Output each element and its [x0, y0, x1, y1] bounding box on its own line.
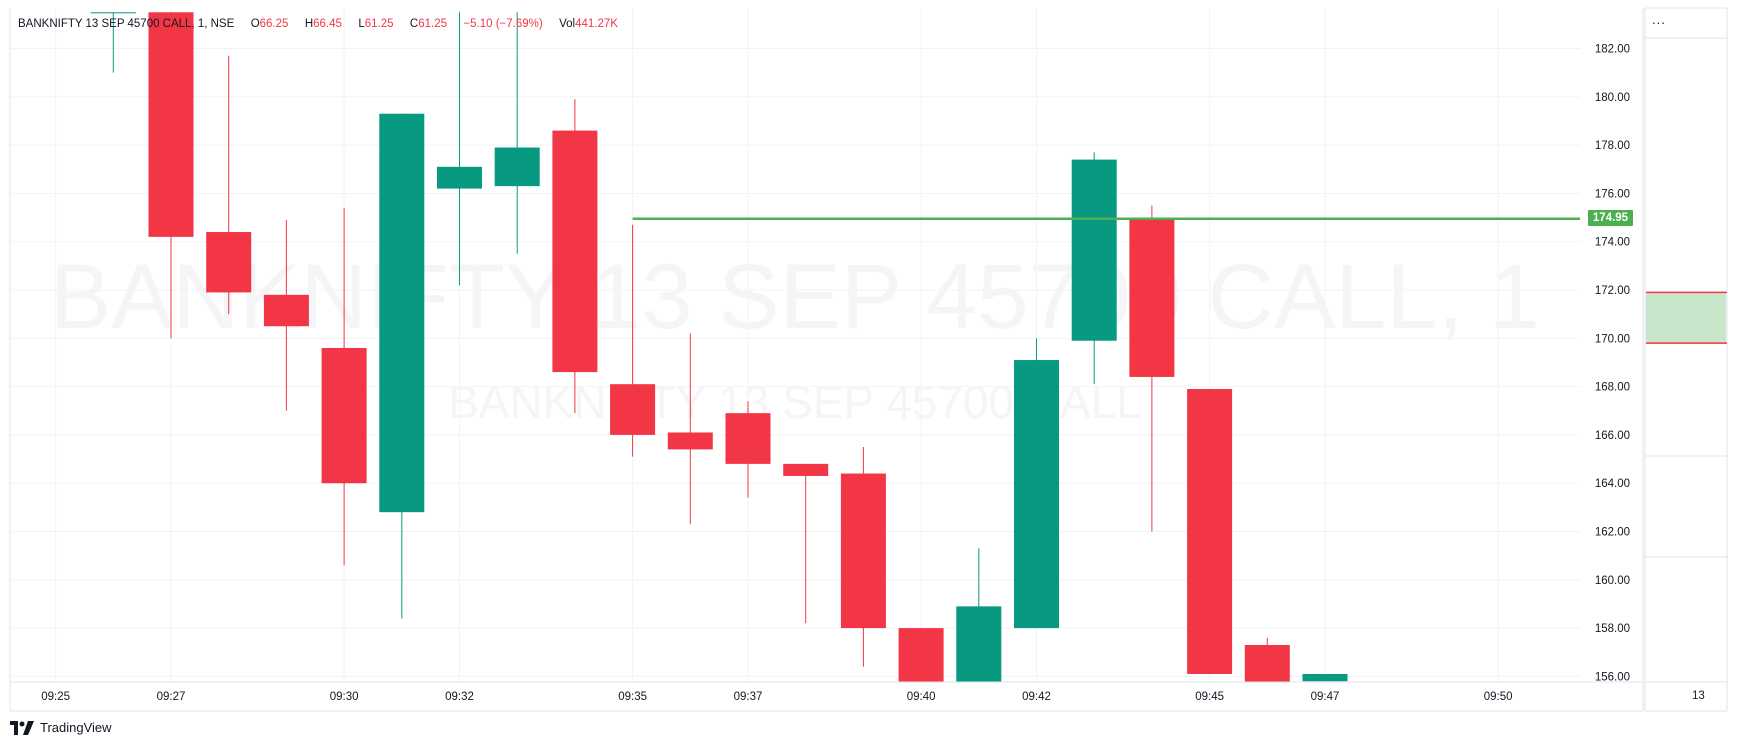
- y-tick-label: 164.00: [1595, 478, 1630, 490]
- x-tick-label: 09:47: [1311, 691, 1340, 703]
- x-tick-label: 09:27: [157, 691, 186, 703]
- y-tick-label: 174.00: [1595, 237, 1630, 249]
- candle-body: [552, 130, 598, 373]
- candle-0934: [552, 99, 598, 414]
- y-tick-label: 168.00: [1595, 382, 1630, 394]
- candle-body: [379, 113, 425, 513]
- candle-body: [783, 463, 829, 476]
- candle-body: [898, 628, 944, 682]
- more-options-button[interactable]: ...: [1652, 12, 1666, 27]
- candle-0936: [667, 333, 713, 525]
- candle-body: [667, 432, 713, 450]
- candle-0935: [610, 224, 656, 457]
- candle-0937: [725, 401, 771, 498]
- high-value: 66.45: [313, 18, 342, 30]
- close-label: C: [409, 18, 419, 30]
- y-tick-label: 160.00: [1595, 575, 1630, 587]
- y-tick-label: 156.00: [1595, 671, 1630, 683]
- y-tick-label: 180.00: [1595, 92, 1630, 104]
- candle-body: [1129, 217, 1175, 377]
- y-tick-label: 166.00: [1595, 430, 1630, 442]
- candle-0927: [148, 12, 194, 339]
- hline-price-label: 174.95: [1588, 210, 1633, 226]
- x-tick-label: 09:30: [330, 691, 359, 703]
- candle-0940: [898, 628, 944, 682]
- open-label: O: [250, 18, 260, 30]
- candle-0928: [206, 55, 252, 315]
- candle-0942: [1014, 338, 1059, 629]
- candle-0933: [494, 12, 540, 254]
- axis-counter: 13: [1692, 690, 1705, 702]
- candle-body: [90, 12, 136, 14]
- candle-body: [1014, 360, 1059, 629]
- candle-body: [1302, 673, 1348, 682]
- candle-body: [956, 606, 1002, 682]
- candle-body: [840, 473, 886, 629]
- candle-0944: [1129, 205, 1175, 532]
- y-tick-label: 178.00: [1595, 140, 1630, 152]
- x-tick-label: 09:50: [1484, 691, 1513, 703]
- tradingview-label: TradingView: [40, 720, 112, 735]
- y-tick-label: 176.00: [1595, 188, 1630, 200]
- open-value: 66.25: [259, 18, 289, 30]
- candle-body: [206, 232, 252, 293]
- candle-body: [437, 166, 482, 189]
- close-value: 61.25: [418, 18, 448, 30]
- candle-body: [148, 12, 194, 237]
- symbol-title[interactable]: BANKNIFTY 13 SEP 45700 CALL, 1, NSE: [18, 18, 235, 30]
- x-tick-label: 09:25: [41, 691, 70, 703]
- candle-body: [263, 294, 309, 327]
- low-label: L: [358, 18, 365, 30]
- candle-body: [1244, 645, 1290, 682]
- price-zone: [1646, 292, 1726, 344]
- candle-0938: [783, 463, 829, 624]
- high-label: H: [304, 18, 314, 30]
- candle-body: [321, 347, 367, 484]
- tradingview-logo-icon: [10, 720, 34, 735]
- y-tick-label: 162.00: [1595, 527, 1630, 539]
- x-tick-label: 09:42: [1022, 691, 1051, 703]
- volume-label: Vol: [559, 18, 576, 30]
- candle-0932: [437, 12, 482, 286]
- y-tick-label: 170.00: [1595, 333, 1630, 345]
- candle-0947: [1302, 673, 1348, 682]
- x-tick-label: 09:45: [1195, 691, 1224, 703]
- candle-0946: [1244, 637, 1290, 682]
- candle-0945: [1187, 389, 1233, 674]
- candle-0939: [840, 446, 886, 667]
- x-tick-label: 09:35: [618, 691, 647, 703]
- x-tick-label: 09:37: [734, 691, 763, 703]
- low-value: 61.25: [364, 18, 394, 30]
- volume-value: 441.27K: [575, 18, 618, 30]
- candle-0943: [1071, 152, 1117, 385]
- x-tick-label: 09:32: [445, 691, 474, 703]
- candle-body: [494, 147, 540, 187]
- change-value: −5.10 (−7.69%): [463, 18, 543, 30]
- candle-0926: [90, 12, 136, 73]
- candle-body: [610, 384, 656, 435]
- candle-0941: [956, 548, 1002, 682]
- candle-body: [1071, 159, 1117, 341]
- tradingview-branding[interactable]: TradingView: [10, 720, 112, 735]
- y-tick-label: 158.00: [1595, 623, 1630, 635]
- y-tick-label: 172.00: [1595, 285, 1630, 297]
- x-tick-label: 09:40: [907, 691, 936, 703]
- y-tick-label: 182.00: [1595, 44, 1630, 56]
- symbol-legend: BANKNIFTY 13 SEP 45700 CALL, 1, NSE O66.…: [18, 18, 618, 30]
- candles: [90, 12, 1348, 682]
- candle-body: [725, 413, 771, 464]
- candle-0931: [379, 113, 425, 619]
- candle-body: [1187, 389, 1233, 674]
- candle-0929: [263, 219, 309, 411]
- candle-0930: [321, 207, 367, 566]
